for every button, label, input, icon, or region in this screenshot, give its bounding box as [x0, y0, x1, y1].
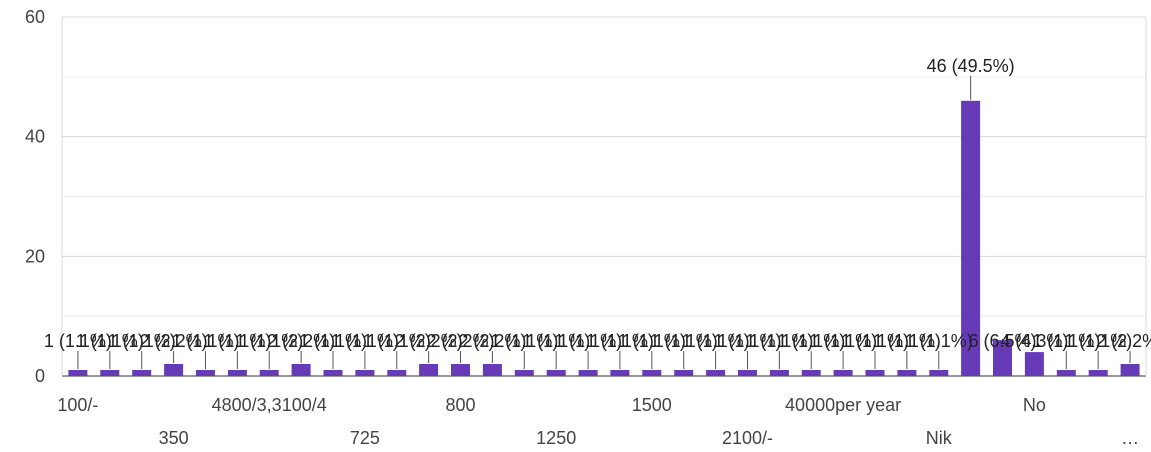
- data-label: 1 (1.1%): [203, 331, 271, 351]
- bar: [323, 370, 343, 376]
- bar: [1088, 370, 1108, 376]
- data-label: 1 (1.1%): [841, 331, 909, 351]
- data-label: 2 (2.2%): [458, 331, 526, 351]
- y-tick-label: 60: [25, 7, 45, 27]
- data-label: 1 (1.1%): [809, 331, 877, 351]
- data-label: 1 (1.1%): [713, 331, 781, 351]
- y-tick-label: 0: [35, 366, 45, 386]
- data-label: 1 (1.1%): [618, 331, 686, 351]
- x-tick-label: 40000per year: [785, 395, 901, 415]
- data-labels: 1 (1.1%)1 (1.1%)1 (1.1%)2 (2.2%)1 (1.1%)…: [44, 56, 1151, 351]
- x-tick-label: 725: [350, 428, 380, 448]
- bar: [482, 364, 502, 376]
- bar: [769, 370, 789, 376]
- data-label: 2 (2.2%): [267, 331, 335, 351]
- bar: [674, 370, 694, 376]
- bar: [355, 370, 375, 376]
- bar: [578, 370, 598, 376]
- bar: [897, 370, 917, 376]
- label-leaders: [77, 75, 1131, 370]
- bar: [291, 364, 311, 376]
- bar: [259, 370, 279, 376]
- data-label: 1 (1.1%): [650, 331, 718, 351]
- data-label: 1 (1.1%): [554, 331, 622, 351]
- bar: [929, 370, 949, 376]
- bar: [1120, 364, 1140, 376]
- bar: [546, 370, 566, 376]
- data-label: 1 (1.1%): [331, 331, 399, 351]
- bar: [642, 370, 662, 376]
- data-label: 6 (6.5%): [968, 331, 1036, 351]
- bar: [196, 370, 215, 376]
- data-label: 1 (1.1%): [108, 331, 176, 351]
- x-tick-label: …: [1121, 428, 1139, 448]
- x-tick-label: 1250: [536, 428, 576, 448]
- bars: [68, 100, 1140, 377]
- data-label: 4 (4.3%): [1000, 331, 1068, 351]
- data-label: 46 (49.5%): [927, 56, 1015, 76]
- data-label: 1 (1.1%): [171, 331, 239, 351]
- data-label: 2 (2.2%): [140, 331, 208, 351]
- bar: [833, 370, 853, 376]
- data-label: 1 (1.1%): [1032, 331, 1100, 351]
- y-axis-ticks: 0 20 40 60: [25, 7, 45, 386]
- bar: [865, 370, 885, 376]
- bar: [419, 364, 439, 376]
- x-tick-label: Nik: [926, 428, 953, 448]
- bar: [1056, 370, 1076, 376]
- x-tick-label: No: [1023, 395, 1046, 415]
- data-label: 1 (1.1%): [76, 331, 144, 351]
- bar: [961, 100, 981, 377]
- data-label: 1 (1.1%): [745, 331, 813, 351]
- x-tick-label: 1500: [632, 395, 672, 415]
- bar: [164, 364, 184, 376]
- data-label: 1 (1.1%): [586, 331, 654, 351]
- bar: [227, 370, 247, 376]
- bar: [514, 370, 534, 376]
- x-tick-label: 350: [159, 428, 189, 448]
- bar: [993, 340, 1012, 376]
- x-tick-label: 2100/-: [722, 428, 773, 448]
- x-tick-label: 800: [445, 395, 475, 415]
- bar: [738, 370, 757, 376]
- data-label: 2 (2.2%): [426, 331, 494, 351]
- bar: [68, 370, 88, 376]
- data-label: 1 (1.1%): [1064, 331, 1132, 351]
- data-label: 1 (1.1%): [44, 331, 112, 351]
- y-tick-label: 20: [25, 246, 45, 266]
- y-tick-label: 40: [25, 127, 45, 147]
- bar: [387, 370, 407, 376]
- data-label: 1 (1.1%): [299, 331, 367, 351]
- data-label: 1 (1.1%): [905, 331, 973, 351]
- data-label: 1 (1.1%): [777, 331, 845, 351]
- grid-lines: [61, 16, 1147, 377]
- data-label: 1 (1.1%): [490, 331, 558, 351]
- bar: [451, 364, 470, 376]
- data-label: 1 (1.1%): [363, 331, 431, 351]
- data-label: 1 (1.1%): [522, 331, 590, 351]
- bar: [100, 370, 120, 376]
- bar: [132, 370, 152, 376]
- x-axis-ticks: 100/- 350 4800/3,3100/4 725 800 1250 1500 2100/…: [57, 395, 1139, 448]
- x-tick-label: 4800/3,3100/4: [212, 395, 327, 415]
- data-label: 2 (2.2%): [1096, 331, 1151, 351]
- data-label: 1 (1.1%): [682, 331, 750, 351]
- bar: [610, 370, 630, 376]
- data-label: 2 (2.2%): [395, 331, 463, 351]
- data-label: 1 (1.1%): [873, 331, 941, 351]
- bar: [801, 370, 821, 376]
- x-tick-label: 100/-: [57, 395, 98, 415]
- bar: [706, 370, 726, 376]
- bar: [1024, 352, 1044, 376]
- data-label: 1 (1.1%): [235, 331, 303, 351]
